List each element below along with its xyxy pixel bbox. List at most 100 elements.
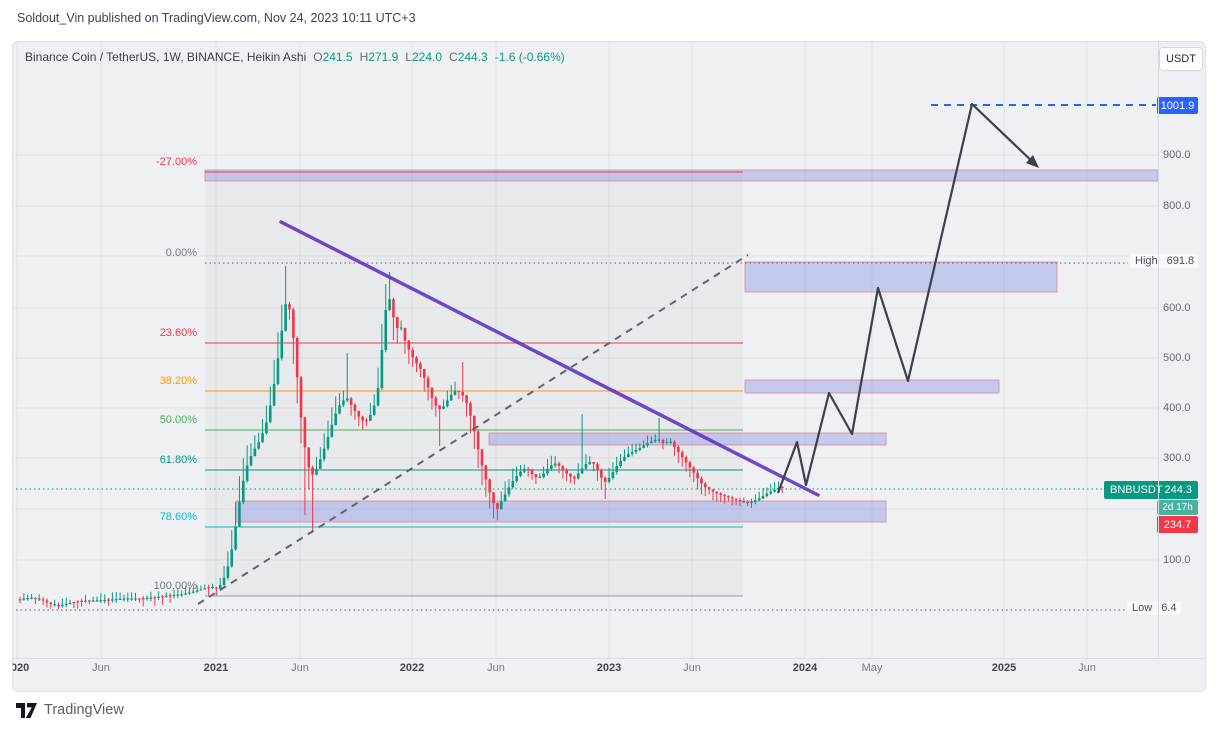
candle-body [453, 390, 457, 395]
candle-body [592, 462, 595, 464]
candle-body [657, 439, 661, 441]
candle-body [261, 433, 264, 443]
candle-body [438, 405, 441, 409]
price-projection-path[interactable] [776, 102, 1038, 494]
candle-body [627, 453, 630, 457]
candle-body [642, 445, 645, 449]
candle-body [422, 368, 426, 378]
open-letter: O [313, 50, 323, 64]
candle-body [630, 451, 634, 454]
candle-body [353, 404, 357, 411]
candle-body [465, 395, 468, 404]
fib-level-label-50.00%: 50.00% [159, 414, 197, 426]
candle-body [542, 473, 545, 478]
candle-body [515, 475, 518, 481]
fib-level-label-0.00%: 0.00% [165, 247, 197, 259]
candle-body [415, 357, 418, 364]
candle-body [22, 598, 26, 600]
time-tick-Jun: Jun [291, 662, 309, 674]
candle-body [476, 431, 480, 450]
candle-body [311, 467, 314, 475]
time-tick-2020: 2020 [13, 662, 30, 674]
candle-body [507, 487, 511, 495]
zone-330-350[interactable] [488, 432, 887, 446]
currency-toggle-button[interactable]: USDT [1159, 47, 1203, 71]
time-tick-2023: 2023 [596, 662, 622, 674]
candle-body [449, 394, 453, 401]
candle-body [634, 450, 638, 452]
fib-background [205, 172, 743, 596]
candle-body [361, 416, 364, 421]
candle-body [199, 589, 203, 591]
candle-body [442, 406, 445, 409]
supply-zone-630-690[interactable] [744, 261, 1058, 293]
candle-body [322, 448, 326, 460]
candle-body [34, 597, 37, 599]
candle-body [342, 400, 345, 406]
candle-body [134, 598, 137, 600]
target-price-badge: 1001.9 [1157, 97, 1198, 114]
candle-body [469, 403, 472, 416]
price-axis[interactable]: 900.0 800.0 600.0 500.0 400.0 300.0 100.0 [1158, 41, 1205, 658]
candle-body [238, 502, 241, 527]
candle-body [727, 496, 730, 498]
candle-body [245, 465, 249, 481]
time-tick-2021: 2021 [203, 662, 229, 674]
chart-panel [12, 41, 1206, 692]
close-value: 244.3 [457, 50, 488, 64]
low-label-value: 6.4 [1161, 602, 1177, 614]
candle-body [388, 299, 391, 310]
real-price-badge: 234.7 [1157, 516, 1198, 533]
candle-body [730, 497, 734, 499]
candle-body [299, 377, 303, 418]
fib-level-label-38.20%: 38.20% [159, 375, 197, 387]
symbol-title: Binance Coin / TetherUS, 1W, BINANCE, He… [25, 50, 307, 64]
fib-level-label-61.80%: 61.80% [159, 454, 197, 466]
open-value: 241.5 [322, 50, 353, 64]
candle-body [530, 470, 534, 475]
candle-body [95, 600, 99, 602]
candle-body [180, 594, 183, 596]
time-tick-2022: 2022 [399, 662, 425, 674]
candle-body [319, 459, 322, 469]
candle-body [650, 441, 653, 444]
candle-body [446, 400, 449, 407]
chart-canvas[interactable] [12, 41, 1206, 658]
candle-body [130, 598, 133, 600]
supply-zone-430-455[interactable] [744, 379, 1000, 394]
price-tick-400.0: 400.0 [1163, 402, 1191, 414]
candle-body [638, 448, 642, 450]
candle-body [484, 465, 488, 480]
candle-body [769, 491, 773, 494]
change-value: -1.6 (-0.66%) [494, 50, 565, 64]
ascending-support-trendline[interactable] [197, 254, 749, 605]
candle-body [407, 340, 411, 350]
candle-body [738, 500, 742, 502]
candle-body [72, 601, 76, 604]
low-label-text: Low [1132, 602, 1153, 614]
fib-level-label-100.00%: 100.00% [153, 580, 197, 592]
descending-resistance-trendline[interactable] [279, 220, 820, 497]
candle-body [161, 596, 164, 598]
candle-body [292, 309, 295, 338]
high-value: 271.9 [368, 50, 399, 64]
candle-body [607, 477, 611, 482]
candle-body [249, 456, 253, 466]
candle-body [526, 469, 530, 471]
time-axis[interactable]: 2020 Jun 2021 Jun 2022 Jun 2023 Jun 2024 May 2025 J… [13, 659, 1157, 683]
close-letter: C [449, 50, 458, 64]
candle-body [284, 304, 287, 331]
candle-body [653, 439, 657, 442]
candle-body [61, 604, 64, 606]
candle-body [103, 599, 106, 602]
candle-body [365, 420, 368, 422]
candle-body [511, 481, 515, 488]
candle-body [684, 457, 688, 463]
candle-body [677, 447, 680, 453]
candle-body [218, 584, 222, 589]
candle-body [334, 413, 337, 425]
price-tick-600.0: 600.0 [1163, 302, 1191, 314]
candle-body [669, 441, 672, 443]
time-tick-2024: 2024 [792, 662, 818, 674]
high-label-text: High [1135, 255, 1158, 267]
